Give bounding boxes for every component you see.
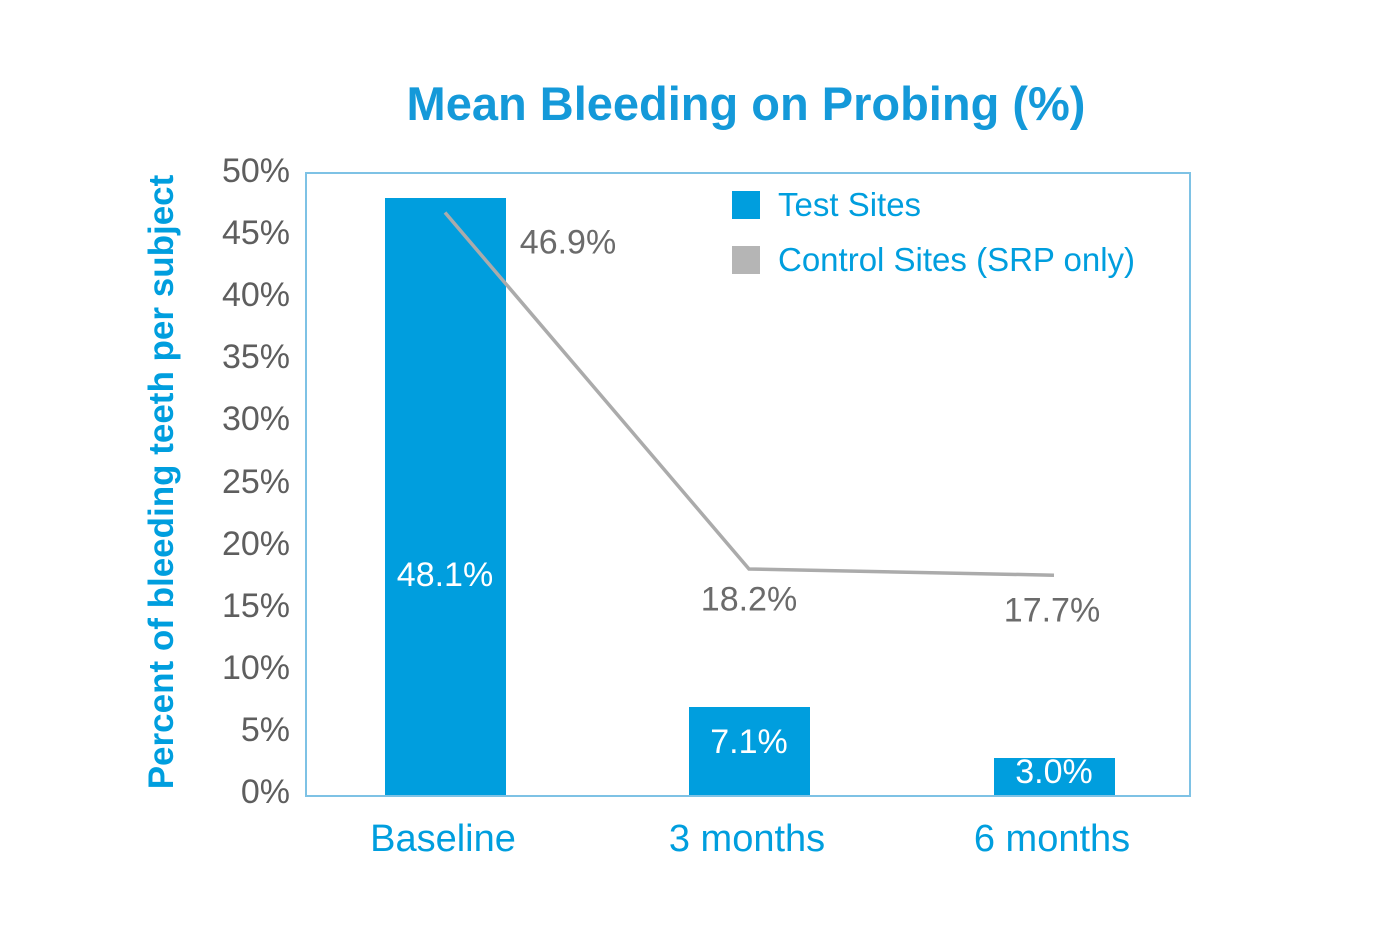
- bar-label: 7.1%: [710, 723, 788, 761]
- y-tick-label: 15%: [221, 586, 290, 625]
- y-tick-label: 35%: [221, 338, 290, 377]
- legend-swatch-test-sites: [732, 191, 760, 219]
- x-tick-label: 3 months: [668, 818, 826, 860]
- control-line: [443, 211, 1055, 577]
- x-tick-label: Baseline: [370, 818, 516, 860]
- y-tick-label: 40%: [221, 276, 290, 315]
- y-tick-label: 10%: [221, 648, 290, 687]
- line-point-label: 46.9%: [519, 223, 617, 261]
- bar: [384, 197, 506, 795]
- y-tick-label: 20%: [221, 524, 290, 563]
- legend-item: Control Sites (SRP only): [732, 241, 1135, 279]
- legend-label: Control Sites (SRP only): [778, 241, 1136, 278]
- y-tick-label: 45%: [221, 214, 290, 253]
- plot-area: 46.9% 18.2% 17.7% 48.1% 7.1% 3.0% Test Sites…: [305, 172, 1191, 797]
- legend-label: Test Sites: [778, 186, 922, 223]
- chart-title: Mean Bleeding on Probing (%): [406, 77, 1086, 130]
- y-tick-label: 30%: [221, 400, 290, 439]
- y-tick-label: 25%: [221, 462, 290, 501]
- bar: [993, 757, 1115, 795]
- legend: Test Sites Control Sites (SRP only): [732, 186, 1135, 296]
- control-line-series: [443, 211, 1055, 577]
- bar: [688, 706, 810, 795]
- bar-label: 3.0%: [1015, 753, 1093, 791]
- line-point-label: 17.7%: [1003, 591, 1101, 630]
- y-tick-label: 5%: [240, 710, 290, 749]
- y-tick-label: 0%: [240, 773, 290, 811]
- legend-item: Test Sites: [732, 186, 1135, 224]
- y-tick-label: 50%: [221, 152, 290, 190]
- legend-swatch-control-sites: [732, 246, 760, 274]
- x-tick-label: 6 months: [973, 818, 1131, 860]
- line-point-label: 18.2%: [700, 580, 798, 619]
- bar-label: 48.1%: [396, 556, 494, 594]
